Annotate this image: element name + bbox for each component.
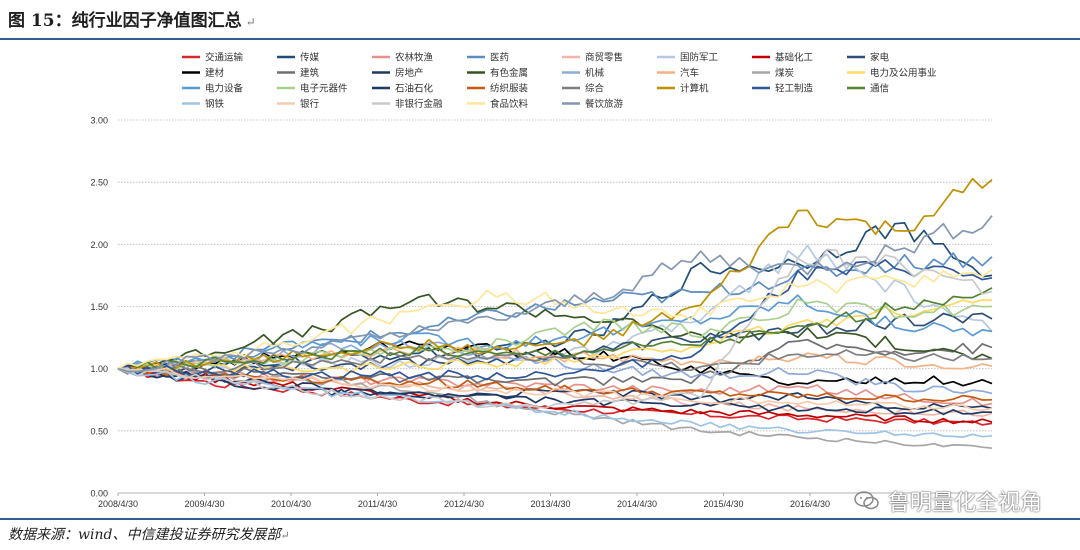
legend-label: 通信 [870, 83, 889, 95]
x-tick-label: 2013/4/30 [530, 499, 570, 509]
legend-label: 非银行金融 [395, 98, 443, 110]
figure-title-text: 图 15：纯行业因子净值图汇总 [8, 11, 242, 31]
line-chart: 0.00 0.50 1.00 1.50 2.00 2.50 3.00 2008/4/30 200… [90, 52, 993, 509]
legend-label: 石油石化 [395, 83, 434, 95]
series-line [117, 268, 993, 370]
series-line [117, 248, 993, 410]
legend-label: 农林牧渔 [395, 52, 434, 64]
wechat-icon [854, 491, 879, 510]
series-line [117, 177, 993, 372]
bottom-rule [0, 518, 1080, 520]
series-line [117, 299, 993, 374]
legend-label: 机械 [585, 67, 605, 79]
x-tick-label: 2012/4/30 [444, 499, 484, 509]
legend-label: 传媒 [300, 52, 320, 64]
x-tick-label: 2011/4/30 [358, 499, 397, 509]
legend-label: 煤炭 [775, 67, 795, 79]
y-tick-label: 0.50 [90, 426, 108, 436]
legend-label: 商贸零售 [585, 52, 623, 64]
series-line [117, 298, 993, 371]
legend-label: 医药 [490, 53, 509, 64]
x-tick-label: 2009/4/30 [184, 499, 224, 509]
legend-label: 家电 [870, 52, 890, 64]
series-line [117, 293, 993, 370]
legend-label: 钢铁 [205, 98, 225, 110]
legend-label: 汽车 [680, 67, 699, 79]
top-rule [0, 38, 1080, 40]
paragraph-mark: ↵ [245, 15, 256, 29]
legend-label: 轻工制造 [775, 83, 814, 95]
legend-label: 交通运输 [205, 52, 244, 64]
y-tick-label: 0.00 [90, 489, 108, 499]
x-tick-label: 2014/4/30 [617, 499, 657, 509]
legend-label: 餐饮旅游 [585, 98, 624, 110]
x-tick-label: 2015/4/30 [703, 499, 743, 509]
data-source: 数据来源：wind、中信建投证券研究发展部↵ [8, 524, 290, 544]
legend-label: 建筑 [300, 67, 320, 79]
watermark: 鲁明量化全视角 [854, 485, 1042, 517]
data-source-text: 数据来源：wind、中信建投证券研究发展部 [8, 527, 281, 543]
watermark-text: 鲁明量化全视角 [887, 491, 1042, 516]
legend-label: 基础化工 [775, 52, 814, 64]
legend-label: 电力及公用事业 [870, 67, 937, 79]
series-line [117, 259, 993, 381]
legend-label: 电子元器件 [300, 83, 348, 95]
legend-label: 食品饮料 [490, 98, 529, 110]
y-tick-label: 3.00 [90, 116, 108, 126]
x-tick-label: 2008/4/30 [98, 499, 138, 509]
series-line [117, 287, 993, 374]
x-tick-label: 2016/4/30 [790, 499, 830, 509]
source-paragraph-mark: ↵ [280, 529, 290, 542]
legend-label: 计算机 [680, 83, 709, 95]
figure-title: 图 15：纯行业因子净值图汇总 ↵ [8, 6, 256, 31]
y-tick-label: 1.00 [90, 364, 108, 374]
series-line [117, 349, 993, 375]
series-line [117, 338, 993, 387]
y-tick-label: 2.00 [90, 240, 108, 250]
legend-label: 银行 [300, 98, 320, 110]
series-line [117, 364, 993, 450]
series-line [117, 367, 993, 411]
legend-label: 国防军工 [680, 52, 719, 64]
y-tick-label: 1.50 [90, 302, 108, 312]
legend-label: 综合 [585, 83, 605, 95]
series-line [117, 364, 993, 416]
legend-label: 有色金属 [490, 67, 528, 79]
series-line [117, 252, 993, 370]
series-line [117, 367, 993, 438]
series-line [117, 215, 993, 373]
series-line [117, 222, 993, 374]
legend-label: 房地产 [395, 67, 424, 79]
legend-label: 电力设备 [205, 83, 244, 95]
legend-label: 纺织服装 [490, 83, 529, 95]
legend-label: 建材 [205, 67, 225, 79]
y-tick-label: 2.50 [90, 178, 108, 188]
x-tick-label: 2010/4/30 [271, 499, 311, 509]
